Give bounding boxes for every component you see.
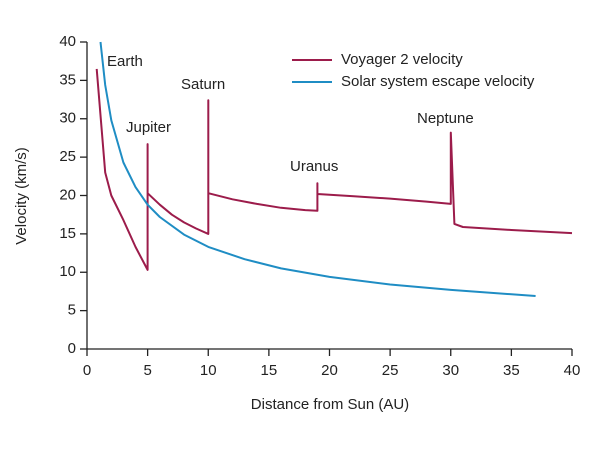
y-tick-label: 15 [59,225,76,242]
x-tick-label: 5 [143,362,151,379]
annotation: Saturn [181,76,225,93]
y-tick-label: 40 [59,33,76,50]
y-tick-label: 5 [68,302,76,319]
x-axis-label: Distance from Sun (AU) [251,396,409,413]
annotation: Uranus [290,158,338,175]
legend-label: Solar system escape velocity [341,73,535,90]
y-tick-label: 0 [68,340,76,357]
x-tick-label: 40 [564,362,581,379]
annotation: Earth [107,53,143,70]
y-tick-label: 10 [59,263,76,280]
x-tick-label: 20 [321,362,338,379]
y-tick-label: 35 [59,71,76,88]
x-tick-label: 0 [83,362,91,379]
x-tick-label: 35 [503,362,520,379]
legend-label: Voyager 2 velocity [341,51,463,68]
x-tick-label: 10 [200,362,217,379]
y-axis-label: Velocity (km/s) [13,147,30,245]
annotation: Neptune [417,110,474,127]
x-tick-label: 25 [382,362,399,379]
y-tick-label: 25 [59,148,76,165]
x-tick-label: 30 [442,362,459,379]
series-line [99,41,536,297]
annotation: Jupiter [126,119,171,136]
y-tick-label: 30 [59,110,76,127]
series-line [95,68,573,271]
y-tick-label: 20 [59,186,76,203]
x-tick-label: 15 [261,362,278,379]
